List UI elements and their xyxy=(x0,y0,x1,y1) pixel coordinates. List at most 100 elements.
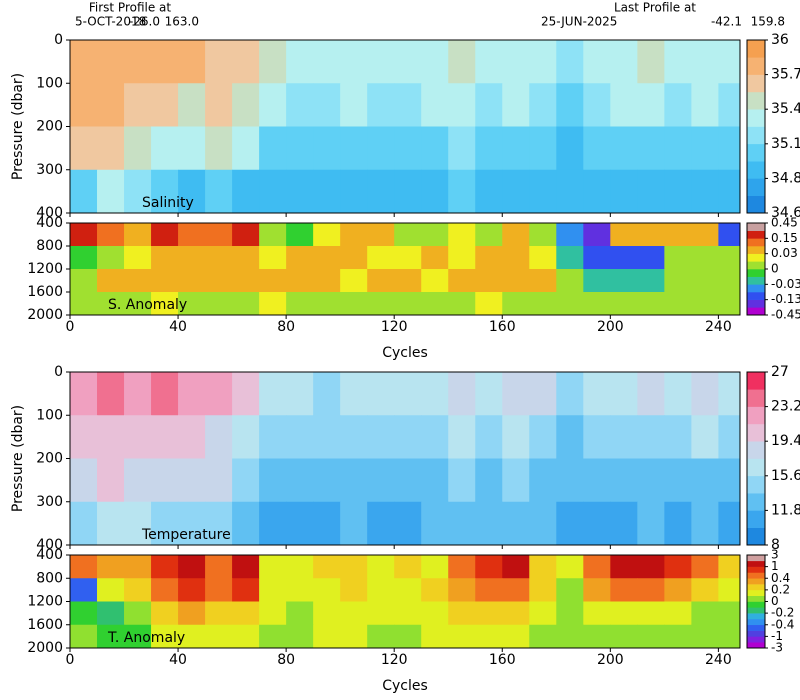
y-tick-label: 1200 xyxy=(27,261,63,277)
cell xyxy=(394,40,422,84)
cell xyxy=(718,555,741,579)
cell xyxy=(664,246,692,270)
cell xyxy=(448,292,476,316)
x-tick-label: 80 xyxy=(277,319,295,335)
colorbar-band xyxy=(747,589,765,596)
colorbar-band xyxy=(747,510,765,528)
cell xyxy=(502,40,530,84)
cell xyxy=(475,624,503,649)
x-tick-label: 160 xyxy=(489,319,516,335)
cell xyxy=(313,555,341,579)
cell xyxy=(475,169,503,214)
cell xyxy=(286,601,314,626)
cell xyxy=(178,126,206,171)
cell xyxy=(259,126,287,171)
cell xyxy=(313,269,341,293)
cell xyxy=(475,269,503,293)
colorbar-label: 8 xyxy=(771,537,780,553)
colorbar-label: 0.03 xyxy=(771,246,798,260)
cell xyxy=(502,169,530,214)
cell xyxy=(691,415,719,459)
cell xyxy=(151,269,179,293)
cell xyxy=(151,292,179,316)
first-lat: -26.0 xyxy=(129,15,160,29)
cell xyxy=(286,126,314,171)
cell xyxy=(286,372,314,416)
y-tick-label: 100 xyxy=(36,75,63,91)
cell xyxy=(205,269,233,293)
cell xyxy=(232,578,260,602)
cell xyxy=(313,246,341,270)
colorbar-label: 23.2 xyxy=(771,399,800,415)
cell xyxy=(340,458,368,503)
cell xyxy=(367,555,395,579)
cell xyxy=(70,292,98,316)
cell xyxy=(718,624,741,649)
cell xyxy=(610,292,638,316)
cell xyxy=(556,269,584,293)
cell xyxy=(232,269,260,293)
cell xyxy=(70,415,98,459)
cell xyxy=(178,169,206,214)
cell xyxy=(367,246,395,270)
cell xyxy=(340,501,368,546)
cell xyxy=(340,40,368,84)
cell xyxy=(394,624,422,649)
cell xyxy=(394,458,422,503)
colorbar-label: 0.15 xyxy=(771,231,798,245)
x-tick-label: 200 xyxy=(597,652,624,668)
cell xyxy=(232,40,260,84)
cell xyxy=(259,458,287,503)
cell xyxy=(178,578,206,602)
cell xyxy=(448,169,476,214)
x-tick-label: 40 xyxy=(169,652,187,668)
cell xyxy=(178,269,206,293)
cell xyxy=(691,246,719,270)
cell xyxy=(151,624,179,649)
cell xyxy=(664,269,692,293)
cell xyxy=(529,83,557,127)
colorbar-label: -0.03 xyxy=(771,277,800,291)
cell xyxy=(664,601,692,626)
cell xyxy=(367,458,395,503)
cell xyxy=(70,269,98,293)
cell xyxy=(502,292,530,316)
colorbar-band xyxy=(747,57,765,75)
cell xyxy=(367,83,395,127)
x-tick-label: 0 xyxy=(66,652,75,668)
cell xyxy=(421,126,449,171)
cell xyxy=(556,40,584,84)
cell xyxy=(637,292,665,316)
cell xyxy=(259,169,287,214)
y-tick-label: 2000 xyxy=(27,640,63,656)
cell xyxy=(421,458,449,503)
cell xyxy=(232,169,260,214)
cell xyxy=(583,578,611,602)
cell xyxy=(718,83,741,127)
cell xyxy=(556,501,584,546)
cell xyxy=(448,624,476,649)
cell xyxy=(502,372,530,416)
cell xyxy=(529,372,557,416)
cell xyxy=(151,601,179,626)
cell xyxy=(610,601,638,626)
cell xyxy=(583,292,611,316)
cell xyxy=(313,126,341,171)
cell xyxy=(394,601,422,626)
cell xyxy=(124,40,152,84)
cell xyxy=(151,555,179,579)
colorbar-band xyxy=(747,389,765,407)
cell xyxy=(70,169,98,214)
cell xyxy=(664,223,692,247)
cell xyxy=(124,269,152,293)
cell xyxy=(97,292,125,316)
cell xyxy=(475,555,503,579)
cell xyxy=(448,246,476,270)
colorbar-band xyxy=(747,527,765,546)
cell xyxy=(97,223,125,247)
cell xyxy=(448,578,476,602)
cell xyxy=(286,269,314,293)
cell xyxy=(556,169,584,214)
x-tick-label: 160 xyxy=(489,652,516,668)
cell xyxy=(637,578,665,602)
